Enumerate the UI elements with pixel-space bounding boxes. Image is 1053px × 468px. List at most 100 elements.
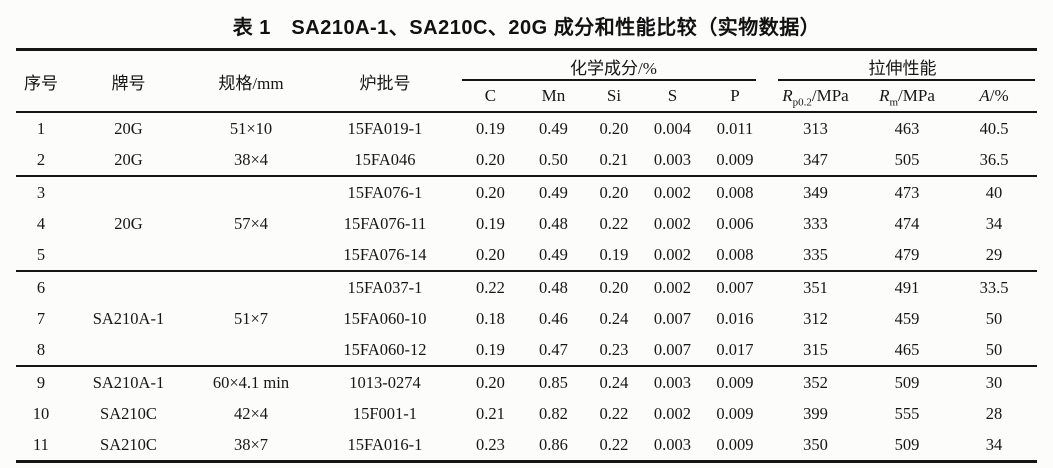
cell-rm: 509 [894,434,920,454]
col-header-heat: 炉批号 [310,49,459,113]
col-header-grade: 牌号 [65,49,191,113]
group-header-tensile-properties: 拉伸性能 [768,50,1037,82]
cell-a: 34 [985,434,1003,454]
cell-rm: 505 [894,149,920,169]
cell-rp02: 333 [803,213,828,233]
rp02-symbol: R [782,86,793,105]
cell-s: 0.003 [642,365,702,398]
cell-rp02: 313 [803,118,828,138]
table-row: 3 20G 57×4 15FA076-1 0.20 0.49 0.20 0.002 0.008 3… [15,175,1038,271]
cell-a: 33.5 [950,270,1038,303]
cell-rm: 555 [894,403,920,423]
rm-symbol: R [879,86,890,105]
cell-seq: 9 [15,365,66,398]
col-header-seq: 序号 [15,49,66,113]
cell-si: 0.20 [584,270,643,303]
cell-rp02: 315 [803,339,828,359]
table-row: 6 SA210A-1 51×7 15FA037-1 0.22 0.48 0.20 0.002 0… [15,270,1038,366]
col-header-mn: Mn [521,81,585,113]
col-header-s: S [642,81,702,113]
a-symbol: A [979,86,990,105]
cell-p: 0.011 [716,118,754,138]
cell-s: 0.007 [653,308,692,328]
cell-a: 34 [985,213,1003,233]
cell-si: 0.22 [599,434,629,454]
cell-mn: 0.86 [539,434,568,454]
cell-heat-number: 15FA060-10 [343,308,427,328]
table-row: 10 SA210C 42×4 15F001-1 0.21 0.82 0.22 0.002 0.0… [16,398,1037,429]
cell-a: 40.5 [979,118,1009,138]
cell-a: 29 [985,244,1003,264]
cell-rm: 474 [894,213,920,233]
cell-c: 0.20 [476,149,505,169]
cell-mn: 0.82 [539,403,568,423]
table-row: 9 SA210A-1 60×4.1 min 1013-0274 0.20 0.85 0.24… [15,365,1038,398]
cell-si: 0.20 [584,175,643,208]
cell-seq: 5 [36,244,46,264]
cell-rm: 473 [862,175,951,208]
cell-c: 0.20 [458,175,522,208]
cell-spec: 60×4.1 min [190,365,311,398]
cell-p: 0.008 [701,175,768,208]
cell-spec: 42×4 [233,403,268,423]
cell-grade: SA210A-1 [65,365,191,398]
cell-heat-number: 15FA060-12 [343,339,427,359]
col-header-spec: 规格/mm [190,49,311,113]
cell-p: 0.009 [716,149,754,169]
cell-rp02: 352 [767,365,863,398]
cell-heat-number: 15FA037-1 [310,270,459,303]
cell-s: 0.002 [653,244,692,264]
cell-rp02: 312 [803,308,828,328]
cell-c: 0.19 [476,118,505,138]
cell-spec: 57×4 [190,175,311,271]
cell-seq: 8 [36,339,46,359]
table-row: 8 15FA060-12 0.19 0.47 0.23 0.007 0.017 315 465 5… [16,334,1037,366]
cell-c: 0.23 [476,434,505,454]
table-row: 5 15FA076-14 0.20 0.49 0.19 0.002 0.008 335 479 2… [16,239,1037,271]
cell-si: 0.22 [599,213,629,233]
cell-c: 0.19 [476,213,505,233]
a-unit: /% [989,86,1009,105]
col-header-p: P [701,81,768,113]
cell-heat-number: 15FA046 [354,149,416,169]
cell-rp02: 347 [803,149,828,169]
cell-s: 0.002 [653,403,692,423]
cell-spec: 51×10 [229,118,273,138]
cell-rp02: 335 [803,244,828,264]
cell-rm: 509 [862,365,951,398]
cell-heat-number: 15FA016-1 [347,434,423,454]
rp02-subscript: p0.2 [792,96,812,109]
cell-rp02: 351 [767,270,863,303]
cell-c: 0.18 [476,308,505,328]
cell-a: 28 [985,403,1003,423]
cell-seq: 1 [36,118,46,138]
header-sub-row: C Mn Si S P Rp0.2/MPa Rm/MPa A/% [16,81,1038,113]
comparison-table: 序号 牌号 规格/mm 炉批号 化学成分/% 拉伸性能 C Mn Si S P … [15,48,1038,463]
col-header-rm: Rm/MPa [862,81,951,113]
cell-si: 0.20 [599,118,629,138]
cell-c: 0.20 [458,365,522,398]
cell-si: 0.24 [599,308,629,328]
cell-p: 0.007 [701,270,768,303]
col-header-c: C [458,81,522,113]
cell-p: 0.017 [716,339,754,359]
cell-mn: 0.49 [539,244,568,264]
cell-s: 0.007 [653,339,692,359]
cell-heat-number: 1013-0274 [310,365,459,398]
cell-s: 0.002 [653,213,692,233]
cell-seq: 2 [36,149,46,169]
table-row: 1 20G 51×10 15FA019-1 0.19 0.49 0.20 0.004 0.011… [16,112,1037,144]
cell-grade: SA210A-1 [65,270,191,366]
cell-seq: 3 [15,175,66,208]
cell-heat-number: 15FA076-14 [343,244,427,264]
cell-s: 0.003 [653,434,692,454]
cell-rm: 459 [894,308,920,328]
cell-spec: 51×7 [190,270,311,366]
col-header-rp02: Rp0.2/MPa [767,81,863,113]
cell-grade: SA210C [100,403,157,423]
cell-a: 30 [950,365,1038,398]
cell-rp02: 350 [803,434,828,454]
cell-spec: 38×7 [233,434,268,454]
table-body: 1 20G 51×10 15FA019-1 0.19 0.49 0.20 0.004 0.011… [15,112,1038,462]
cell-si: 0.22 [599,403,629,423]
